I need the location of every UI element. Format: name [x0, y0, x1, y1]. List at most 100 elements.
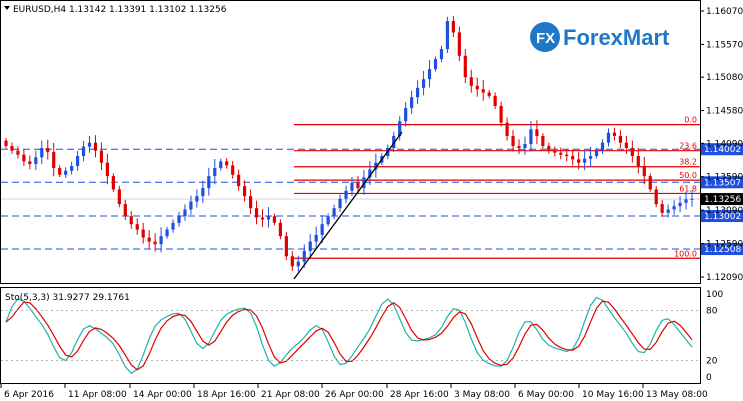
candle-body	[427, 69, 432, 80]
oscillator-tick-label: 0	[706, 373, 712, 383]
candlestick-series	[4, 15, 694, 272]
candle-body	[99, 150, 104, 163]
candle-body	[22, 154, 26, 162]
time-tick-label: 18 Apr 16:00	[197, 390, 256, 400]
candle-body	[159, 236, 163, 245]
candle-body	[481, 89, 485, 93]
level-label: 1.13256	[704, 195, 741, 205]
candle-body	[237, 174, 241, 187]
candle-body	[135, 224, 139, 230]
candle-body	[28, 161, 32, 165]
candle-body	[165, 229, 169, 237]
oscillator-axis: 100 80 20 0	[1, 290, 723, 383]
stoch-main-line	[5, 296, 693, 375]
level-label: 1.12508	[704, 245, 741, 255]
level-label: 1.13507	[704, 178, 741, 188]
stoch-signal-line	[5, 300, 693, 371]
fib-label: 100.0	[674, 249, 697, 258]
stochastic-oscillator	[5, 296, 693, 375]
candle-body	[374, 162, 378, 170]
horizontal-levels: 1.14002 1.13507 1.13256 1.13002 1.12508	[1, 143, 743, 256]
candle-body	[398, 121, 402, 136]
candle-body	[612, 132, 617, 136]
candle-body	[475, 85, 479, 90]
candle-body	[332, 208, 336, 217]
symbol-info: EURUSD,H4 1.13142 1.13391 1.13102 1.1325…	[13, 5, 227, 15]
time-tick-label: 11 Apr 08:00	[68, 390, 127, 400]
time-tick-label: 6 May 00:00	[518, 390, 574, 400]
candle-body	[445, 21, 450, 50]
time-axis: 6 Apr 2016 11 Apr 08:00 14 Apr 00:00 18 Apr…	[0, 384, 708, 400]
candle-body	[523, 144, 527, 149]
candle-body	[93, 142, 98, 151]
candle-body	[356, 182, 360, 189]
candle-body	[463, 55, 467, 78]
candle-body	[81, 146, 86, 157]
candle-body	[260, 217, 265, 220]
price-tick-label: 1.15570	[706, 40, 743, 50]
candle-body	[439, 49, 444, 60]
candle-body	[266, 216, 271, 220]
candle-body	[529, 129, 533, 145]
fib-label: 0.0	[684, 116, 697, 125]
candle-body	[547, 146, 551, 151]
candle-body	[225, 161, 229, 166]
candle-body	[618, 135, 623, 143]
main-chart-frame	[0, 0, 701, 284]
level-label-box	[701, 143, 743, 156]
candle-body	[189, 201, 193, 210]
candle-body	[660, 204, 664, 213]
candle-body	[559, 152, 563, 155]
candle-body	[284, 236, 288, 257]
candle-body	[451, 21, 455, 33]
fib-label: 50.0	[679, 171, 697, 180]
oscillator-title: Sto(5,3,3) 31.9277 29.1761	[5, 293, 130, 303]
candle-body	[105, 162, 110, 177]
candle-body	[577, 159, 581, 163]
level-label-box	[701, 176, 743, 189]
candle-body	[308, 241, 312, 251]
candle-body	[404, 107, 408, 122]
oscillator-tick-label: 100	[706, 290, 723, 300]
candle-body	[410, 97, 414, 108]
price-tick-label: 1.12590	[706, 240, 743, 250]
time-tick-label: 14 Apr 00:00	[133, 390, 192, 400]
level-label-box	[701, 210, 743, 223]
level-label: 1.13002	[704, 212, 741, 222]
price-tick-label: 1.13590	[706, 173, 743, 183]
candle-body	[672, 206, 676, 210]
candle-body	[70, 166, 74, 171]
forexmart-logo: FX ForexMart	[530, 22, 670, 52]
time-tick-label: 3 May 08:00	[454, 390, 510, 400]
candle-body	[624, 142, 628, 149]
candle-body	[505, 122, 509, 136]
candle-body	[320, 224, 324, 235]
time-tick-label: 28 Apr 16:00	[390, 390, 449, 400]
candle-body	[565, 154, 569, 157]
candle-body	[553, 150, 557, 153]
candle-body	[46, 148, 50, 153]
candle-body	[195, 196, 199, 202]
candle-body	[4, 140, 8, 147]
candle-body	[499, 105, 503, 123]
candle-body	[648, 176, 652, 190]
candle-body	[278, 222, 282, 237]
candle-body	[219, 161, 223, 169]
candle-body	[571, 156, 575, 160]
trend-line[interactable]	[293, 131, 403, 280]
candle-body	[654, 189, 658, 205]
candle-body	[487, 92, 491, 96]
price-axis: 1.16070 1.15570 1.15080 1.14580 1.14090 1.135…	[700, 7, 743, 283]
candle-body	[123, 204, 127, 217]
candle-body	[314, 234, 318, 242]
candle-body	[368, 169, 372, 178]
symbol-dropdown-icon[interactable]	[4, 6, 10, 10]
candle-body	[254, 208, 259, 218]
candle-body	[34, 157, 38, 165]
fib-label: 38.2	[679, 158, 697, 167]
candle-body	[302, 250, 306, 262]
candle-body	[690, 198, 694, 200]
level-label: 1.14002	[704, 145, 741, 155]
logo-mark-text: FX	[536, 30, 555, 47]
